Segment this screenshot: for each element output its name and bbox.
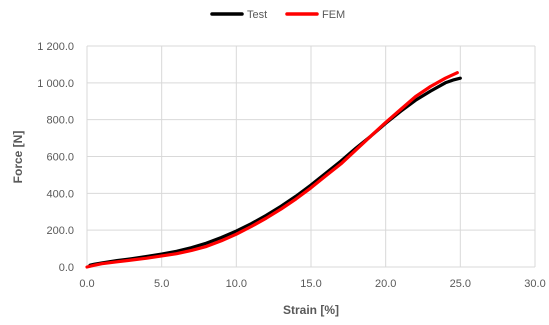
- x-tick-label: 10.0: [226, 278, 247, 290]
- y-tick-label: 800.0: [46, 115, 74, 127]
- axes: 0.0 200.0 400.0 600.0 800.0 1 000.0 1 200.0 0.0…: [37, 41, 545, 290]
- y-tick-label: 1 000.0: [37, 78, 74, 90]
- x-axis-label: Strain [%]: [283, 303, 339, 317]
- legend-label-test: Test: [247, 9, 267, 21]
- y-axis-label: Force [N]: [11, 131, 25, 184]
- y-tick-label: 0.0: [59, 262, 74, 274]
- series-lines: [85, 71, 462, 269]
- legend-label-fem: FEM: [322, 9, 345, 21]
- y-tick-label: 1 200.0: [37, 41, 74, 53]
- x-tick-label: 0.0: [79, 278, 94, 290]
- grid: [86, 45, 536, 268]
- series-line-fem: [85, 71, 459, 269]
- x-tick-label: 30.0: [524, 278, 545, 290]
- x-tick-label: 25.0: [450, 278, 471, 290]
- x-tick-label: 5.0: [154, 278, 169, 290]
- x-tick-label: 15.0: [300, 278, 321, 290]
- y-tick-label: 200.0: [46, 225, 74, 237]
- legend: Test FEM: [210, 9, 345, 21]
- x-tick-label: 20.0: [375, 278, 396, 290]
- y-tick-label: 400.0: [46, 188, 74, 200]
- y-tick-label: 600.0: [46, 152, 74, 164]
